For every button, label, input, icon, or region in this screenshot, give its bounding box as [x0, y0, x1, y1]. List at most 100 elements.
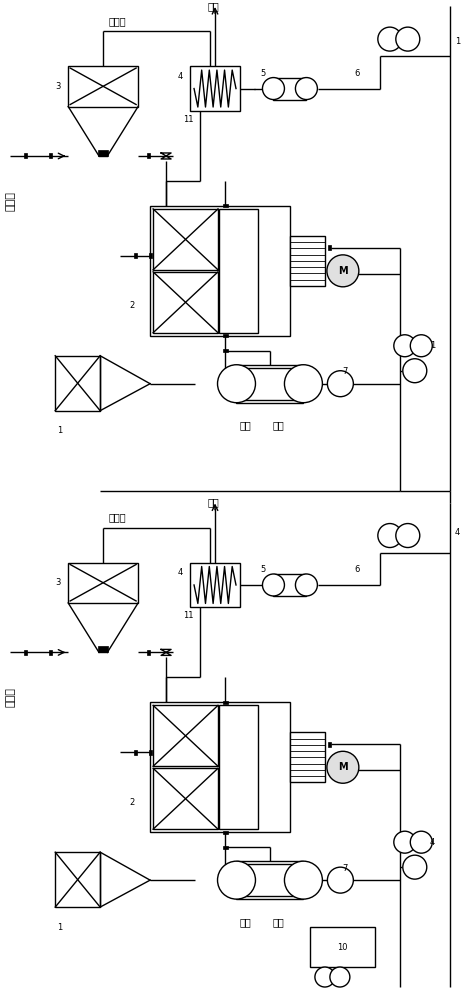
Circle shape [403, 855, 427, 879]
Circle shape [295, 574, 318, 596]
Bar [153, 209, 218, 270]
Bar [219, 705, 258, 829]
Bar [149, 253, 151, 258]
Text: 1: 1 [455, 37, 460, 46]
Bar [24, 153, 27, 158]
Bar [55, 356, 100, 411]
Bar [273, 78, 306, 100]
Circle shape [327, 867, 353, 893]
Bar [219, 209, 258, 333]
Text: 4: 4 [430, 838, 435, 847]
Bar [273, 574, 306, 596]
Text: 冷却水: 冷却水 [5, 191, 15, 211]
Text: 3: 3 [55, 82, 61, 91]
Bar [408, 368, 411, 373]
Bar [328, 271, 332, 276]
Bar [290, 732, 325, 782]
Circle shape [396, 524, 420, 548]
Bar [328, 245, 332, 250]
Text: 5: 5 [260, 565, 265, 574]
Text: 10: 10 [337, 943, 347, 952]
Bar [49, 650, 52, 655]
Bar [222, 349, 227, 352]
Bar [49, 153, 52, 158]
Circle shape [396, 27, 420, 51]
Circle shape [403, 359, 427, 383]
Circle shape [218, 365, 256, 403]
Text: 5: 5 [260, 69, 265, 78]
Bar [134, 750, 136, 755]
Bar [134, 253, 136, 258]
Bar [153, 705, 218, 766]
Bar [408, 865, 411, 870]
Text: 2: 2 [129, 798, 135, 807]
Text: M: M [338, 762, 348, 772]
Circle shape [218, 861, 256, 899]
Bar [190, 563, 240, 607]
Bar [68, 66, 138, 107]
Circle shape [394, 335, 416, 357]
Bar [55, 852, 100, 907]
Circle shape [378, 524, 402, 548]
Bar [147, 153, 150, 158]
Bar [328, 768, 332, 773]
Circle shape [295, 78, 318, 100]
Text: 1: 1 [58, 923, 63, 932]
Bar [153, 272, 218, 333]
Bar [236, 365, 303, 403]
Text: 冷却水: 冷却水 [108, 16, 126, 26]
Circle shape [284, 861, 322, 899]
Bar [222, 846, 227, 849]
Circle shape [330, 967, 350, 987]
Bar [290, 236, 325, 286]
Text: 11: 11 [183, 611, 193, 620]
Circle shape [327, 255, 359, 287]
Circle shape [378, 27, 402, 51]
Bar [190, 66, 240, 111]
Text: 4: 4 [177, 568, 183, 577]
Text: 7: 7 [343, 367, 348, 376]
Bar [68, 563, 138, 603]
Bar [240, 864, 301, 896]
Bar [24, 650, 27, 655]
Bar [147, 650, 150, 655]
Bar [222, 701, 227, 704]
Circle shape [263, 574, 284, 596]
Text: 冷却水: 冷却水 [108, 513, 126, 523]
Bar [222, 204, 227, 207]
Text: 6: 6 [355, 565, 360, 574]
Bar [310, 927, 375, 967]
Circle shape [315, 967, 335, 987]
Bar [98, 646, 108, 652]
Circle shape [410, 831, 432, 853]
Text: 1: 1 [430, 341, 435, 350]
Bar [236, 861, 303, 899]
Bar [240, 368, 301, 400]
Bar [222, 334, 227, 337]
Circle shape [394, 831, 416, 853]
Circle shape [263, 78, 284, 100]
Text: 热媒: 热媒 [239, 421, 251, 431]
Text: 4: 4 [455, 528, 460, 537]
Circle shape [284, 365, 322, 403]
Bar [150, 206, 290, 336]
Circle shape [327, 751, 359, 783]
Text: 真空: 真空 [207, 498, 219, 508]
Text: 7: 7 [343, 864, 348, 873]
Bar [149, 750, 151, 755]
Text: 2: 2 [129, 301, 135, 310]
Text: 冷却水: 冷却水 [5, 687, 15, 707]
Text: 真空: 真空 [207, 1, 219, 11]
Bar [153, 768, 218, 829]
Text: 3: 3 [55, 578, 61, 587]
Text: 热媒: 热媒 [239, 917, 251, 927]
Circle shape [410, 335, 432, 357]
Text: 11: 11 [183, 115, 193, 124]
Bar [222, 831, 227, 834]
Text: 6: 6 [355, 69, 360, 78]
Circle shape [327, 371, 353, 397]
Text: 1: 1 [58, 426, 63, 435]
Text: M: M [338, 266, 348, 276]
Bar [150, 702, 290, 832]
Bar [98, 150, 108, 156]
